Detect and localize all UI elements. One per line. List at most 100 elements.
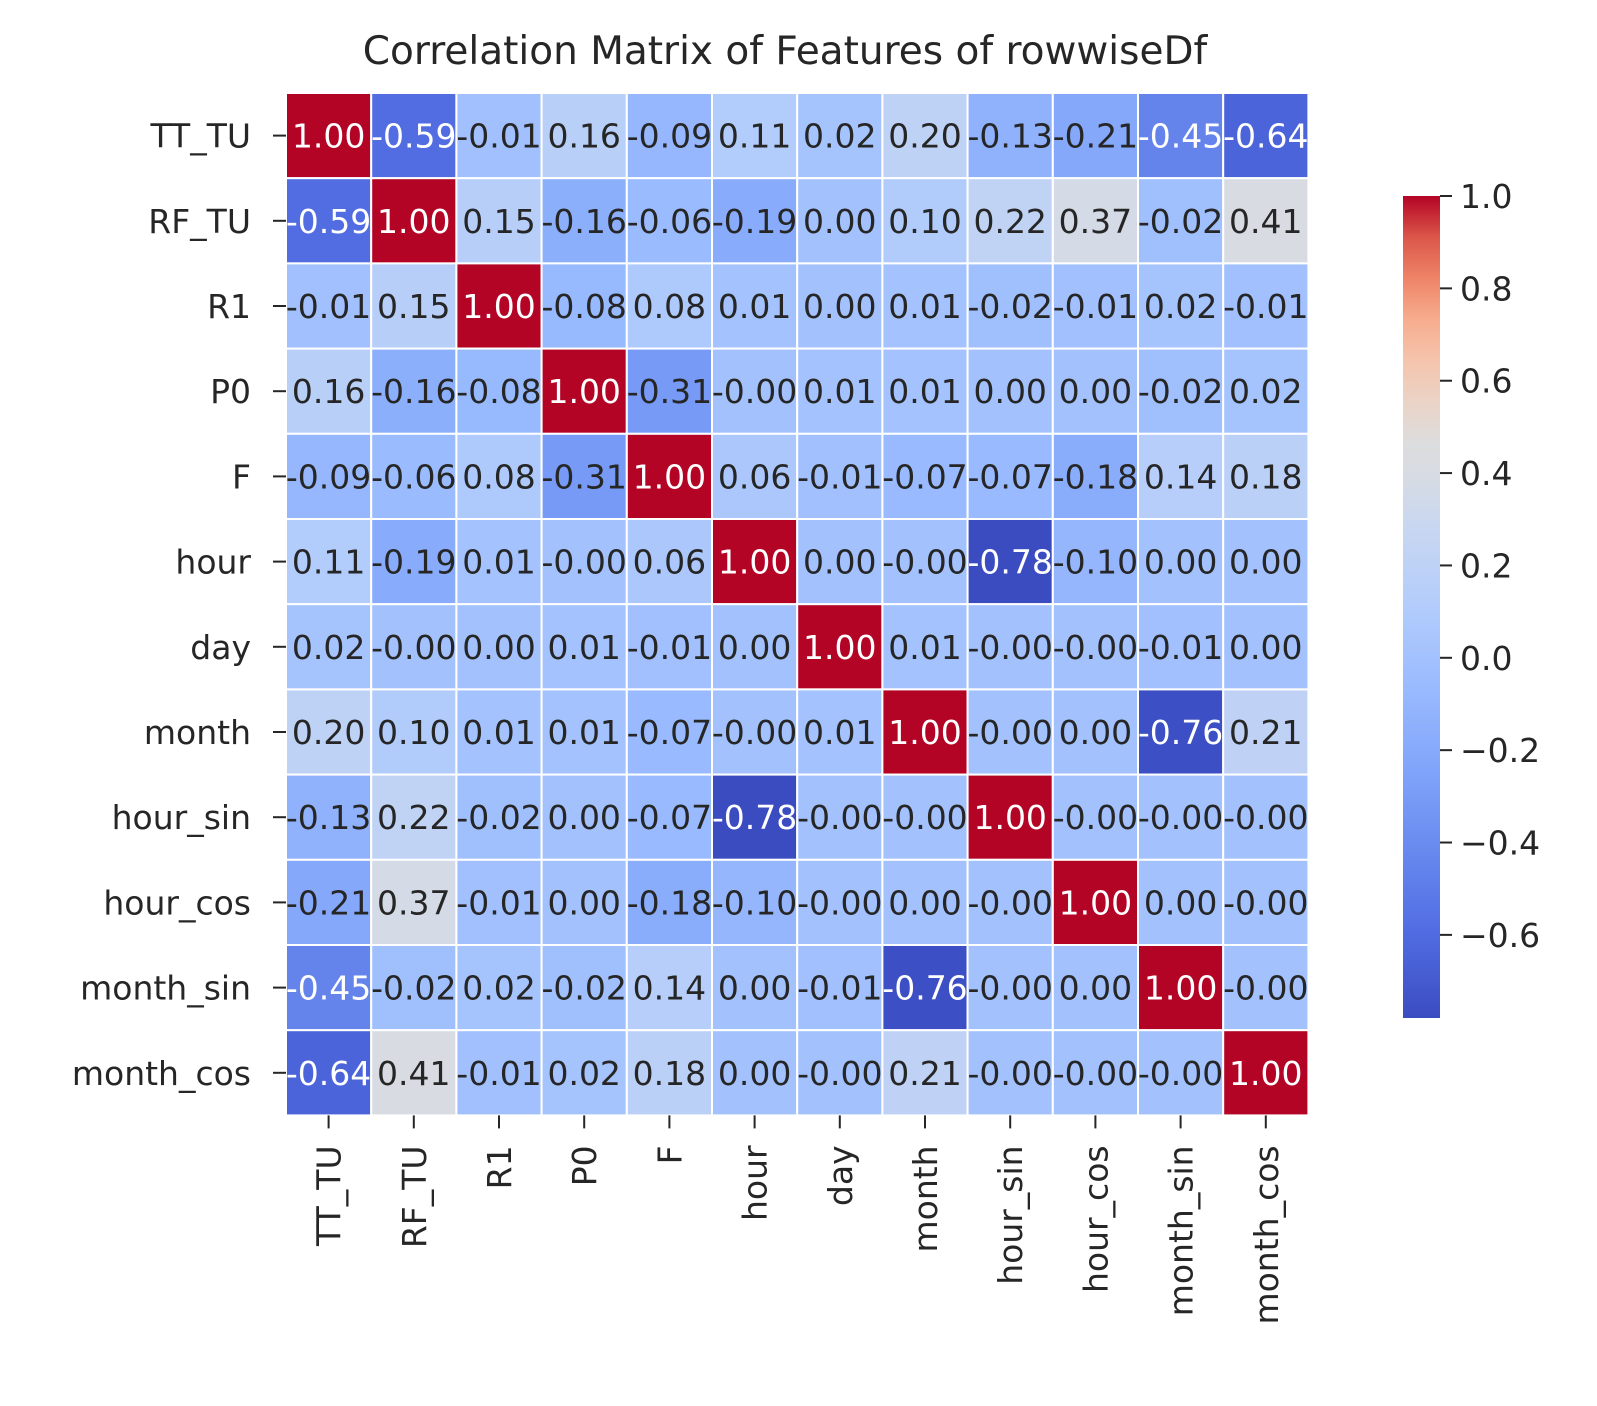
heatmap-cell-label: 0.01	[462, 543, 535, 582]
heatmap-cell	[1222, 773, 1310, 861]
x-axis-tick-label: month_sin	[1162, 1145, 1201, 1316]
heatmap-cell-label: -0.00	[882, 543, 967, 582]
heatmap-cell-label: -0.59	[286, 202, 371, 241]
heatmap-cell-label: -0.00	[797, 798, 882, 837]
y-axis-tick-label: month	[144, 713, 251, 752]
heatmap-cell-label: -0.01	[456, 1054, 541, 1093]
heatmap-cell	[540, 1029, 628, 1117]
heatmap-cell-label: 0.22	[377, 798, 450, 837]
heatmap-cell	[285, 688, 373, 776]
heatmap-cell	[455, 944, 543, 1032]
x-axis-tick-label: day	[821, 1145, 860, 1206]
heatmap-cell-label: -0.00	[1053, 1054, 1138, 1093]
heatmap-cell	[625, 177, 713, 265]
heatmap-cell-label: -0.01	[456, 883, 541, 922]
heatmap-cell	[881, 688, 969, 776]
heatmap-cell	[455, 858, 543, 946]
heatmap-cell	[1051, 347, 1140, 435]
heatmap-cell	[625, 688, 713, 776]
heatmap-cell-label: 1.00	[462, 287, 535, 326]
chart-title: Correlation Matrix of Features of rowwis…	[363, 29, 1209, 74]
heatmap-cell-label: 1.00	[888, 713, 961, 752]
heatmap-cell	[370, 773, 458, 861]
heatmap-cell-label: -0.00	[968, 969, 1053, 1008]
heatmap-cell-label: -0.00	[712, 372, 797, 411]
y-axis-tick-label: F	[232, 457, 251, 496]
heatmap-cell-label: -0.00	[882, 798, 967, 837]
heatmap-cell-label: -0.00	[968, 628, 1053, 667]
heatmap-cell	[711, 858, 799, 946]
heatmap-cell-label: -0.08	[456, 372, 541, 411]
heatmap-cell-label: -0.78	[712, 798, 797, 837]
heatmap-cell-label: -0.19	[712, 202, 797, 241]
heatmap-cell	[455, 347, 543, 435]
heatmap-cell	[1222, 177, 1310, 265]
heatmap-cell-label: 0.00	[1059, 969, 1132, 1008]
heatmap-cell	[1051, 432, 1140, 520]
heatmap-cell-label: -0.01	[286, 287, 371, 326]
heatmap-cell	[455, 773, 543, 861]
heatmap-cell-label: -0.00	[1138, 1054, 1223, 1093]
heatmap-cell-label: -0.02	[371, 969, 456, 1008]
heatmap-cell-label: 0.21	[888, 1054, 961, 1093]
heatmap-cell-label: 0.00	[718, 1054, 791, 1093]
x-axis-tick-label: R1	[480, 1145, 519, 1189]
heatmap-cell	[796, 773, 884, 861]
heatmap-cell-label: -0.00	[712, 713, 797, 752]
heatmap-cell-label: -0.07	[968, 457, 1053, 496]
heatmap-cell	[881, 603, 969, 691]
heatmap-cell	[881, 92, 969, 180]
heatmap-cell-label: -0.00	[1053, 628, 1138, 667]
colorbar-tick-label: 0.2	[1460, 546, 1512, 585]
heatmap-cell-label: -0.19	[371, 543, 456, 582]
heatmap-cell-label: 0.20	[888, 117, 961, 156]
heatmap-cell-label: 0.01	[888, 628, 961, 667]
heatmap-cell	[370, 1029, 458, 1117]
heatmap-cell-label: -0.01	[797, 969, 882, 1008]
heatmap-cell	[1222, 518, 1310, 606]
heatmap-cell	[370, 432, 458, 520]
heatmap-cell-label: 0.02	[292, 628, 365, 667]
heatmap-cell-label: 0.15	[462, 202, 535, 241]
heatmap-cell-label: 0.01	[803, 713, 876, 752]
colorbar-tick-label: 1.0	[1460, 177, 1512, 216]
heatmap-cell	[625, 518, 713, 606]
y-axis-tick-label: P0	[210, 372, 251, 411]
heatmap-cell	[285, 92, 373, 180]
heatmap-cell	[455, 432, 543, 520]
heatmap-cell-label: 1.00	[1229, 1054, 1302, 1093]
heatmap-cell	[540, 773, 628, 861]
heatmap-cell-label: -0.02	[968, 287, 1053, 326]
x-axis-tick-label: hour_cos	[1076, 1145, 1115, 1293]
colorbar-tick-label: 0.8	[1460, 269, 1512, 308]
heatmap-cell-label: -0.31	[542, 457, 627, 496]
heatmap-cell-label: 1.00	[718, 543, 791, 582]
x-axis-tick-label: TT_TU	[310, 1145, 349, 1247]
heatmap-cell	[1137, 1029, 1225, 1117]
heatmap-cell	[455, 92, 543, 180]
heatmap-cell	[1222, 944, 1310, 1032]
x-axis-tick-label: F	[650, 1145, 689, 1164]
heatmap-cell	[796, 603, 884, 691]
heatmap-cell	[625, 944, 713, 1032]
heatmap-cell-label: -0.76	[1138, 713, 1223, 752]
heatmap-cell	[455, 518, 543, 606]
heatmap-cell-label: 0.00	[973, 372, 1046, 411]
heatmap-cell-label: 0.01	[547, 628, 620, 667]
heatmap-cell-label: 0.14	[1144, 457, 1217, 496]
y-axis-tick-label: hour_sin	[112, 798, 251, 837]
heatmap-cell-label: 1.00	[1059, 883, 1132, 922]
colorbar-gradient	[1403, 196, 1440, 1018]
heatmap-cell-label: 0.00	[803, 287, 876, 326]
heatmap-cell	[285, 262, 373, 350]
heatmap-cell	[966, 177, 1054, 265]
heatmap-cell-label: 0.08	[462, 457, 535, 496]
heatmap-cell-label: -0.76	[882, 969, 967, 1008]
heatmap-cell-label: 0.00	[1144, 543, 1217, 582]
colorbar-tick-label: 0.0	[1460, 639, 1512, 678]
heatmap-cell	[1222, 262, 1310, 350]
heatmap-cell-label: 0.37	[377, 883, 450, 922]
heatmap-cell-label: -0.64	[1223, 117, 1308, 156]
heatmap-cell-label: -0.45	[1138, 117, 1223, 156]
